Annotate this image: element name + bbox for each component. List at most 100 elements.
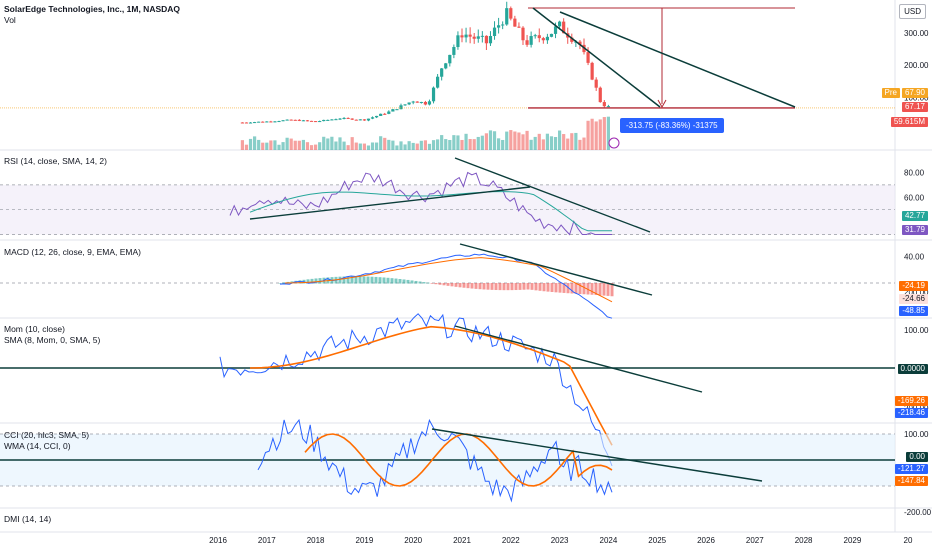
macd-histogram-bar — [478, 283, 482, 290]
macd-histogram-bar — [402, 279, 406, 284]
volume-bar — [257, 139, 261, 150]
candle-body — [423, 101, 427, 105]
symbol-title: SolarEdge Technologies, Inc., 1M, NASDAQ — [4, 4, 181, 14]
volume-bar — [484, 133, 488, 150]
macd-histogram-bar — [538, 283, 542, 291]
candle-body — [497, 25, 501, 28]
macd-histogram-bar — [386, 277, 390, 284]
volume-bar — [419, 140, 423, 150]
time-axis-label: 2016 — [209, 536, 227, 545]
rsi-ma-line — [249, 191, 612, 232]
volume-bar — [517, 132, 521, 150]
macd-histogram-bar — [526, 283, 530, 290]
rsi-legend: RSI (14, close, SMA, 14, 2) — [4, 156, 107, 166]
volume-bar — [505, 131, 509, 150]
mom-tag: -218.46 — [894, 408, 928, 418]
candle-body — [399, 105, 403, 110]
candle-body — [244, 122, 249, 124]
volume-bar — [301, 139, 305, 150]
volume-bar — [326, 138, 330, 150]
volume-bar — [293, 140, 297, 150]
candle-body — [562, 21, 566, 34]
volume-bar — [253, 136, 257, 150]
candle-body — [541, 38, 545, 41]
cci-legend-label: CCI (20, hlc3, SMA, 5) — [4, 430, 90, 440]
volume-bar — [379, 136, 383, 150]
mom-line — [219, 313, 613, 467]
mom-legend: Mom (10, close) SMA (8, Mom, 0, SMA, 5) — [4, 324, 100, 346]
candle-body — [517, 26, 521, 28]
macd-histogram-bar — [514, 283, 518, 291]
cci-wma-legend-label: WMA (14, CCI, 0) — [4, 441, 71, 451]
mom-sma-legend-label: SMA (8, Mom, 0, SMA, 5) — [4, 335, 101, 345]
candle-body — [269, 121, 273, 123]
cci-wma-line — [304, 433, 613, 487]
macd-histogram-bar — [498, 283, 502, 291]
cci-tag: -121.27 — [894, 464, 928, 474]
candle-body — [545, 36, 549, 41]
candle-body — [602, 102, 606, 107]
volume-bar — [549, 136, 554, 150]
macd-line-tag: -48.85 — [899, 306, 928, 316]
volume-bar — [452, 135, 456, 150]
macd-legend: MACD (12, 26, close, 9, EMA, EMA) — [4, 247, 141, 257]
cci-zero-tag: 0.00 — [906, 452, 928, 462]
macd-histogram-bar — [506, 283, 510, 291]
macd-histogram-bar — [586, 283, 590, 295]
mom-trendline — [454, 325, 703, 393]
macd-histogram-bar — [458, 283, 462, 288]
candle-body — [468, 34, 472, 37]
macd-histogram-bar — [394, 278, 398, 284]
dmi-legend: DMI (14, 14) — [4, 514, 52, 524]
last-price-tag: 67.17 — [901, 102, 928, 112]
candle-body — [529, 36, 533, 45]
candle-body — [253, 122, 257, 124]
macd-histogram-bar — [310, 278, 314, 284]
rsi-tag: 31.79 — [901, 225, 928, 235]
macd-histogram-bar — [594, 283, 598, 296]
candle-body — [476, 36, 480, 39]
rsi-axis-label: 60.00 — [904, 193, 925, 202]
volume-bar — [545, 133, 549, 150]
time-axis-label: 2022 — [502, 536, 520, 545]
macd-histogram-bar — [546, 283, 550, 292]
volume-bar — [403, 144, 407, 150]
macd-histogram-bar — [318, 278, 322, 284]
volume-bar — [497, 138, 501, 150]
candle-body — [558, 21, 562, 27]
macd-histogram-bar — [510, 283, 514, 291]
volume-bar — [415, 143, 419, 150]
earnings-icon — [608, 137, 620, 149]
volume-bar — [480, 135, 484, 150]
candle-body — [415, 101, 419, 103]
macd-histogram-bar — [590, 283, 594, 295]
volume-bar — [537, 133, 541, 150]
volume-bar — [346, 145, 350, 150]
macd-histogram-bar — [426, 282, 430, 284]
candle-body — [488, 36, 493, 44]
macd-histogram-bar — [582, 283, 586, 295]
candle-body — [521, 27, 525, 41]
macd-histogram-bar — [562, 283, 566, 293]
candle-body — [427, 101, 432, 105]
macd-histogram-bar — [602, 283, 606, 296]
volume-bar — [456, 135, 460, 150]
mom-sma-tag: -169.26 — [894, 396, 928, 406]
macd-histogram-bar — [346, 276, 350, 284]
volume-bar — [562, 134, 566, 150]
volume-bar — [285, 137, 289, 150]
candle-body — [419, 101, 423, 103]
currency-button[interactable]: USD — [899, 4, 926, 19]
volume-bar — [431, 140, 436, 150]
rsi-axis-label: 80.00 — [904, 168, 925, 177]
macd-histogram-bar — [502, 283, 506, 291]
rsi-resistance-trendline — [454, 157, 651, 233]
volume-bar — [248, 138, 253, 150]
volume-bar — [305, 142, 310, 150]
volume-bar — [476, 136, 480, 150]
macd-histogram-bar — [358, 276, 362, 284]
volume-bar — [558, 130, 562, 150]
macd-histogram-bar — [362, 276, 366, 284]
candle-body — [407, 102, 411, 105]
